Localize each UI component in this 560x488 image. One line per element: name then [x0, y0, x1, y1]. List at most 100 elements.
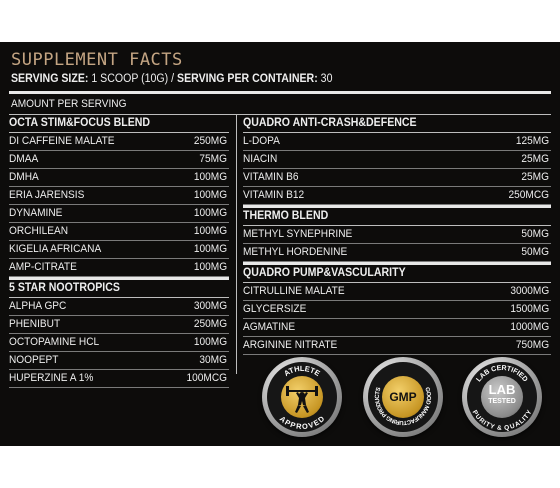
- ingredient-row: CITRULLINE MALATE 3000MG: [243, 283, 551, 301]
- ingredient-row: AGMATINE 1000MG: [243, 319, 551, 337]
- lab-center-line-2: TESTED: [488, 398, 516, 405]
- left-blend-heading: OCTA STIM&FOCUS BLEND: [9, 115, 229, 133]
- blend-heading-text: QUADRO ANTI-CRASH&DEFENCE: [243, 117, 417, 129]
- amount-per-serving-label: AMOUNT PER SERVING: [11, 98, 127, 110]
- athlete-badge-top-text: ATHLETE: [282, 364, 321, 378]
- ingredient-amount: 100MG: [193, 336, 227, 348]
- ingredient-name: ARGININE NITRATE: [243, 339, 338, 351]
- ingredient-row: HUPERZINE A 1% 100MCG: [9, 370, 229, 388]
- ingredient-amount: 1500MG: [510, 303, 549, 315]
- gmp-center-text: GMP: [389, 390, 417, 404]
- ingredient-name: DI CAFFEINE MALATE: [9, 135, 115, 147]
- blend-heading-text: QUADRO PUMP&VASCULARITY: [243, 267, 406, 279]
- svg-text:ATHLETE: ATHLETE: [282, 364, 321, 378]
- ingredient-row: METHYL SYNEPHRINE 50MG: [243, 226, 551, 244]
- ingredient-amount: 250MG: [193, 318, 227, 330]
- lab-center: LAB TESTED: [483, 378, 521, 416]
- lab-center-line-1: LAB: [488, 382, 516, 397]
- serving-container-value: 30: [320, 73, 333, 85]
- gmp-ring-text: GOOD MANUFACTURING PRODUCTS: [375, 387, 431, 425]
- ingredient-name: PHENIBUT: [9, 318, 61, 330]
- ingredient-name: AMP-CITRATE: [9, 261, 77, 273]
- lab-certified-badge: LAB CERTIFIED PURITY & QUALITY LAB TESTE…: [462, 357, 542, 437]
- ingredient-row: AMP-CITRATE 100MG: [9, 259, 229, 277]
- serving-separator: /: [171, 73, 175, 85]
- ingredient-amount: 100MCG: [186, 372, 227, 384]
- ingredient-name: CITRULLINE MALATE: [243, 285, 345, 297]
- ingredient-name: METHYL HORDENINE: [243, 246, 348, 258]
- ingredient-row: ARGININE NITRATE 750MG: [243, 337, 551, 355]
- amount-divider: [9, 114, 551, 115]
- ingredient-amount: 50MG: [521, 246, 549, 258]
- athlete-approved-badge: ATHLETE APPROVED: [262, 357, 342, 437]
- right-blend-heading: THERMO BLEND: [243, 205, 551, 226]
- athlete-ring-text: ATHLETE APPROVED: [278, 364, 327, 431]
- ingredient-row: ORCHILEAN 100MG: [9, 223, 229, 241]
- ingredient-amount: 250MG: [193, 135, 227, 147]
- column-divider: [236, 114, 237, 374]
- ingredient-name: METHYL SYNEPHRINE: [243, 228, 353, 240]
- ingredient-name: ERIA JARENSIS: [9, 189, 85, 201]
- ingredient-amount: 75MG: [199, 153, 227, 165]
- ingredient-amount: 100MG: [193, 243, 227, 255]
- lab-ring-text: LAB CERTIFIED PURITY & QUALITY: [471, 365, 534, 432]
- supplement-facts-title: SUPPLEMENT FACTS: [11, 50, 183, 70]
- svg-text:APPROVED: APPROVED: [278, 414, 327, 431]
- ingredient-name: DMHA: [9, 171, 39, 183]
- ingredient-amount: 25MG: [521, 153, 549, 165]
- ingredient-row: DYNAMINE 100MG: [9, 205, 229, 223]
- ingredient-row: ERIA JARENSIS 100MG: [9, 187, 229, 205]
- ingredient-amount: 100MG: [193, 225, 227, 237]
- top-divider: [9, 91, 551, 94]
- ingredient-amount: 100MG: [193, 207, 227, 219]
- ingredient-row: ALPHA GPC 300MG: [9, 298, 229, 316]
- ingredient-name: OCTOPAMINE HCL: [9, 336, 100, 348]
- ingredient-amount: 125MG: [515, 135, 549, 147]
- ingredient-amount: 300MG: [193, 300, 227, 312]
- ingredient-row: GLYCERSIZE 1500MG: [243, 301, 551, 319]
- ingredient-amount: 3000MG: [510, 285, 549, 297]
- ingredient-amount: 100MG: [193, 261, 227, 273]
- ingredient-name: VITAMIN B12: [243, 189, 305, 201]
- ingredient-row: DMAA 75MG: [9, 151, 229, 169]
- serving-container-label: SERVING PER CONTAINER:: [177, 73, 318, 85]
- right-blend-heading: QUADRO PUMP&VASCULARITY: [243, 262, 551, 283]
- ingredient-amount: 750MG: [515, 339, 549, 351]
- ingredient-row: DI CAFFEINE MALATE 250MG: [9, 133, 229, 151]
- ingredient-amount: 50MG: [521, 228, 549, 240]
- ingredient-row: L-DOPA 125MG: [243, 133, 551, 151]
- blend-heading-text: 5 STAR NOOTROPICS: [9, 282, 120, 294]
- ingredient-name: DYNAMINE: [9, 207, 63, 219]
- right-column: QUADRO ANTI-CRASH&DEFENCE L-DOPA 125MG NIAC…: [243, 115, 551, 355]
- left-blend-heading: 5 STAR NOOTROPICS: [9, 277, 229, 298]
- ingredient-row: VITAMIN B6 25MG: [243, 169, 551, 187]
- ingredient-row: KIGELIA AFRICANA 100MG: [9, 241, 229, 259]
- ingredient-row: VITAMIN B12 250MCG: [243, 187, 551, 205]
- ingredient-row: OCTOPAMINE HCL 100MG: [9, 334, 229, 352]
- serving-info: SERVING SIZE: 1 SCOOP (10G) / SERVING PE…: [11, 73, 332, 85]
- ingredient-amount: 1000MG: [510, 321, 549, 333]
- ingredient-row: NOOPEPT 30MG: [9, 352, 229, 370]
- ingredient-name: HUPERZINE A 1%: [9, 372, 94, 384]
- ingredient-row: NIACIN 25MG: [243, 151, 551, 169]
- ingredient-row: DMHA 100MG: [9, 169, 229, 187]
- ingredient-name: NIACIN: [243, 153, 278, 165]
- weightlifter-icon: [286, 386, 318, 413]
- ingredient-row: METHYL HORDENINE 50MG: [243, 244, 551, 262]
- ingredient-name: NOOPEPT: [9, 354, 59, 366]
- ingredient-name: KIGELIA AFRICANA: [9, 243, 102, 255]
- serving-size-value: 1 SCOOP (10G): [91, 73, 169, 85]
- blend-heading-text: OCTA STIM&FOCUS BLEND: [9, 117, 151, 129]
- ingredient-name: ALPHA GPC: [9, 300, 67, 312]
- ingredient-name: VITAMIN B6: [243, 171, 299, 183]
- left-column: OCTA STIM&FOCUS BLEND DI CAFFEINE MALATE 2…: [9, 115, 229, 388]
- serving-size-label: SERVING SIZE:: [11, 73, 89, 85]
- ingredient-row: PHENIBUT 250MG: [9, 316, 229, 334]
- ingredient-amount: 25MG: [521, 171, 549, 183]
- ingredient-amount: 250MCG: [508, 189, 549, 201]
- athlete-badge-bottom-text: APPROVED: [278, 414, 327, 431]
- ingredient-name: AGMATINE: [243, 321, 296, 333]
- right-blend-heading: QUADRO ANTI-CRASH&DEFENCE: [243, 115, 551, 133]
- ingredient-amount: 30MG: [199, 354, 227, 366]
- blend-heading-text: THERMO BLEND: [243, 210, 329, 222]
